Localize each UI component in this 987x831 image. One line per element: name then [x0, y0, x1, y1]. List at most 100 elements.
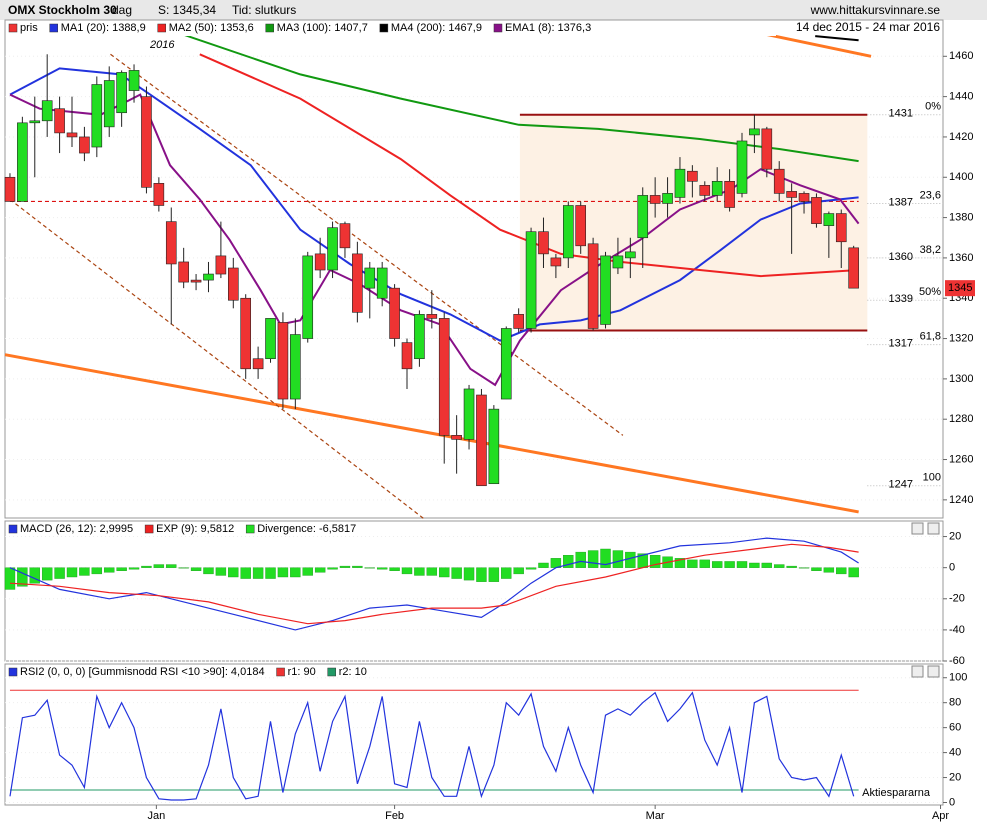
histogram-bar [290, 567, 301, 578]
histogram-bar [252, 567, 264, 579]
candle-body [4, 176, 16, 202]
legend-label: MA2 (50): 1353,6 [169, 22, 254, 34]
histogram-bar [711, 561, 723, 568]
candle-body [165, 221, 177, 265]
candle-body [116, 72, 127, 114]
candle-body [190, 279, 202, 283]
candle-body [538, 231, 549, 255]
histogram-bar [749, 562, 760, 568]
candle-body [699, 185, 711, 196]
legend-label: RSI2 (0, 0, 0) [Gummisnodd RSI <10 >90]:… [20, 666, 265, 678]
candle-body [414, 314, 425, 360]
legend-swatch [8, 524, 18, 534]
legend-swatch [8, 667, 18, 677]
candle-body [128, 70, 140, 91]
candle-body [600, 255, 611, 325]
histogram-bar [699, 559, 710, 568]
y-tick-label: 20 [949, 530, 961, 542]
histogram-bar [302, 567, 313, 576]
y-tick-label: 0 [949, 796, 955, 808]
candle-body [476, 394, 487, 487]
header-bar [0, 0, 987, 20]
candle-body [178, 261, 189, 283]
candle-body [252, 358, 264, 370]
histogram-bar [575, 551, 586, 568]
fib-pct: 100 [923, 472, 941, 484]
fib-value: 1387 [889, 196, 913, 208]
histogram-bar [674, 558, 686, 568]
histogram-bar [513, 567, 524, 575]
legend-label: Divergence: -6,5817 [257, 523, 356, 535]
candle-body [587, 243, 599, 329]
histogram-bar [4, 567, 16, 590]
histogram-bar [786, 565, 797, 568]
histogram-bar [501, 567, 512, 579]
histogram-bar [190, 567, 202, 571]
last-value: S: 1345,34 [158, 3, 216, 17]
histogram-bar [774, 564, 785, 568]
candle-body [575, 205, 587, 247]
legend-swatch [157, 23, 166, 33]
candle-body [674, 168, 686, 198]
histogram-bar [66, 567, 78, 578]
candle-body [54, 108, 65, 134]
fib-value: 1247 [889, 479, 913, 491]
source: www.hittakursvinnare.se [810, 3, 941, 17]
fib-pct: 23,6 [920, 189, 941, 201]
y-tick-label: 80 [949, 697, 961, 709]
fib-pct: 61,8 [920, 331, 941, 343]
footer: Aktiespararna [862, 787, 931, 799]
close-button[interactable] [927, 665, 940, 678]
histogram-bar [364, 567, 375, 569]
candle-body [488, 408, 500, 485]
histogram-bar [439, 567, 450, 578]
candle-body [612, 255, 624, 269]
close-button[interactable] [927, 522, 940, 535]
histogram-bar [91, 567, 103, 575]
candle-body [227, 267, 239, 301]
panel-frame [4, 663, 944, 806]
candle-body [562, 205, 574, 259]
y-tick-label: 1400 [949, 171, 973, 183]
y-tick-label: 1440 [949, 91, 973, 103]
histogram-bar [414, 567, 425, 576]
candle-body [103, 80, 115, 128]
histogram-bar [352, 565, 363, 568]
y-tick-label: 1380 [949, 211, 973, 223]
series-line [9, 67, 859, 342]
histogram-bar [314, 567, 326, 573]
fib-pct: 50% [919, 286, 941, 298]
candle-body [550, 257, 562, 267]
y-tick-label: -40 [949, 624, 965, 636]
histogram-bar [215, 567, 227, 576]
candle-body [240, 297, 252, 370]
candle-body [352, 253, 363, 313]
candle-body [438, 318, 450, 436]
last-price-box [945, 280, 975, 297]
histogram-bar [153, 564, 165, 568]
histogram-bar [265, 567, 276, 579]
legend-bg [6, 21, 776, 36]
y-tick-label: -20 [949, 593, 965, 605]
histogram-bar [761, 562, 773, 568]
candle-body [401, 342, 413, 370]
histogram-bar [736, 561, 748, 568]
settings-button[interactable] [911, 665, 924, 678]
settings-button[interactable] [911, 522, 924, 535]
y-tick-label: 0 [949, 562, 955, 574]
candle-body [376, 267, 388, 299]
candle-body [773, 168, 785, 194]
candle-body [91, 84, 103, 148]
title: OMX Stockholm 30 [8, 3, 117, 17]
histogram-bar [178, 567, 189, 569]
candle-body [451, 435, 462, 440]
candle-body [724, 180, 735, 208]
legend-swatch [327, 667, 336, 677]
y-tick-label: 1420 [949, 131, 973, 143]
y-tick-label: 1300 [949, 373, 973, 385]
histogram-bar [538, 562, 549, 568]
candle-body [265, 318, 276, 360]
histogram-bar [29, 567, 40, 584]
legend-label: EXP (9): 9,5812 [156, 523, 234, 535]
fib-value: 1431 [889, 108, 913, 120]
